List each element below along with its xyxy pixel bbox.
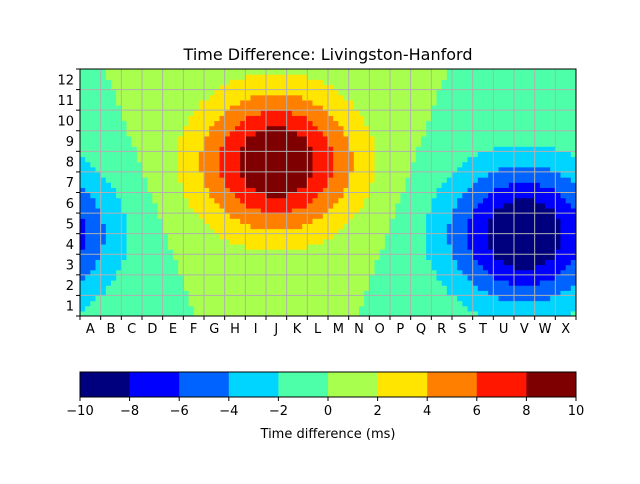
x-tick-label: H (230, 322, 240, 337)
y-tick-label: 10 (57, 114, 74, 129)
y-tick-label: 1 (66, 300, 74, 315)
x-tick-label: E (169, 322, 177, 337)
x-tick-label: C (127, 322, 136, 337)
colorbar-tick-label: −2 (269, 404, 288, 419)
x-tick-label: Q (416, 322, 426, 337)
y-tick-label: 8 (66, 156, 74, 171)
colorbar-tick-label: −10 (66, 404, 93, 419)
y-tick-label: 6 (66, 197, 74, 212)
y-tick-label: 9 (66, 135, 74, 150)
x-tick-label: X (561, 322, 570, 337)
x-tick-label: V (520, 322, 529, 337)
colorbar-tick-label: 8 (522, 404, 530, 419)
x-tick-label: D (147, 322, 157, 337)
x-tick-label: F (190, 322, 197, 337)
x-tick-label: M (333, 322, 344, 337)
x-tick-label: O (375, 322, 385, 337)
colorbar-tick-label: −6 (170, 404, 189, 419)
colorbar-tick-label: 6 (473, 404, 481, 419)
x-tick-label: J (273, 322, 278, 337)
colorbar-swatch (377, 372, 428, 397)
x-tick-label: R (437, 322, 446, 337)
y-tick-label: 12 (57, 73, 74, 88)
x-tick-label: I (254, 322, 258, 337)
x-tick-label: W (539, 322, 552, 337)
colorbar-label: Time difference (ms) (260, 427, 396, 442)
colorbar-tick-label: 10 (568, 404, 585, 419)
colorbar: −10 −8 −6 −4 −2 0 2 4 6 8 10 Time difference (ms) (66, 371, 585, 442)
y-tick-label: 2 (66, 279, 74, 294)
x-tick-label: T (478, 322, 487, 337)
colorbar-swatch (278, 372, 329, 397)
colorbar-tick-label: 0 (324, 404, 332, 419)
colorbar-swatch (228, 372, 279, 397)
y-tick-label: 7 (66, 176, 74, 191)
colorbar-swatch (328, 372, 379, 397)
colorbar-tick-label: −8 (120, 404, 139, 419)
y-tick-label: 11 (57, 94, 74, 109)
y-tick-label: 3 (66, 259, 74, 274)
colorbar-tick-label: 2 (373, 404, 381, 419)
colorbar-swatch (427, 372, 478, 397)
chart-title: Time Difference: Livingston-Hanford (183, 45, 473, 64)
x-tick-label: L (314, 322, 322, 337)
grid-lines (80, 69, 576, 316)
colorbar-swatch (476, 372, 527, 397)
colorbar-swatch (179, 372, 230, 397)
colorbar-tick-label: −4 (219, 404, 238, 419)
colorbar-swatch (80, 372, 131, 397)
y-tick-label: 5 (66, 217, 74, 232)
colorbar-tick-label: 4 (423, 404, 431, 419)
x-tick-label: K (293, 322, 302, 337)
x-tick-label: A (86, 322, 95, 337)
x-tick-label: S (458, 322, 466, 337)
x-tick-label: G (209, 322, 219, 337)
x-tick-label: N (354, 322, 364, 337)
heatmap-area (80, 69, 576, 316)
x-tick-label: U (499, 322, 509, 337)
x-tick-label: P (396, 322, 404, 337)
x-tick-label: B (107, 322, 116, 337)
colorbar-swatch (526, 372, 577, 397)
colorbar-swatch (129, 372, 180, 397)
y-tick-label: 4 (66, 238, 74, 253)
